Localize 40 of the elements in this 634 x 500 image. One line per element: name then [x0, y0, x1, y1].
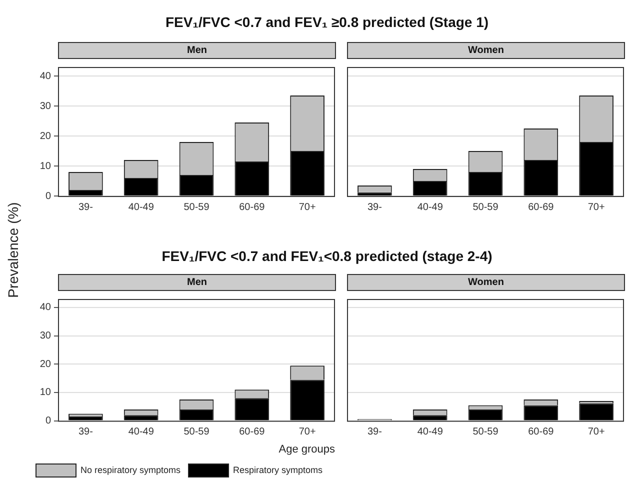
x-tick-label: 40-49 [128, 202, 154, 213]
x-tick-label: 40-49 [417, 426, 444, 438]
y-axis-title: Prevalence (%) [5, 201, 21, 300]
x-tick-label: 60-69 [239, 426, 266, 438]
chart-title: FEV₁/FVC <0.7 and FEV₁ ≥0.8 predicted (Stage 1) [164, 14, 490, 30]
x-tick-label: 70+ [298, 426, 316, 438]
x-tick-label: 50-59 [184, 202, 210, 213]
chart-title: FEV₁/FVC <0.7 and FEV₁<0.8 predicted (stage 2-4) [160, 248, 494, 264]
x-tick-label: 70+ [588, 202, 605, 213]
x-tick-label: 70+ [298, 202, 316, 213]
x-tick-label: 60-69 [239, 202, 266, 213]
y-tick-label: 20 [40, 358, 52, 370]
x-tick-label: 70+ [588, 426, 605, 438]
x-tick-label: 60-69 [528, 426, 554, 438]
chart-subtitle: Women [347, 274, 625, 291]
chart-subtitle: Women [347, 42, 625, 59]
x-tick-label: 40-49 [128, 426, 154, 438]
chart-subtitle: Men [58, 42, 336, 59]
x-tick-label: 60-69 [528, 202, 554, 213]
legend-label: No respiratory symptoms [80, 464, 182, 475]
x-tick-label: 50-59 [472, 202, 499, 213]
y-tick-label: 10 [40, 387, 52, 398]
y-tick-label: 30 [40, 100, 52, 112]
y-tick-label: 40 [40, 302, 52, 314]
legend-label: Respiratory symptoms [233, 464, 324, 475]
y-tick-label: 20 [40, 130, 52, 142]
y-tick-label: 30 [40, 330, 52, 342]
x-axis-title: Age groups [278, 443, 336, 456]
x-tick-label: 50-59 [472, 426, 499, 438]
x-tick-label: 50-59 [184, 426, 210, 438]
y-tick-label: 40 [40, 70, 52, 82]
x-tick-label: 39- [78, 426, 93, 438]
chart-subtitle: Men [58, 274, 336, 291]
x-tick-label: 39- [367, 426, 382, 438]
y-tick-label: 0 [45, 190, 52, 202]
x-tick-label: 39- [78, 202, 93, 213]
x-tick-label: 39- [367, 202, 382, 213]
y-tick-label: 10 [40, 160, 52, 172]
y-tick-label: 0 [45, 416, 52, 427]
x-tick-label: 40-49 [417, 202, 444, 213]
